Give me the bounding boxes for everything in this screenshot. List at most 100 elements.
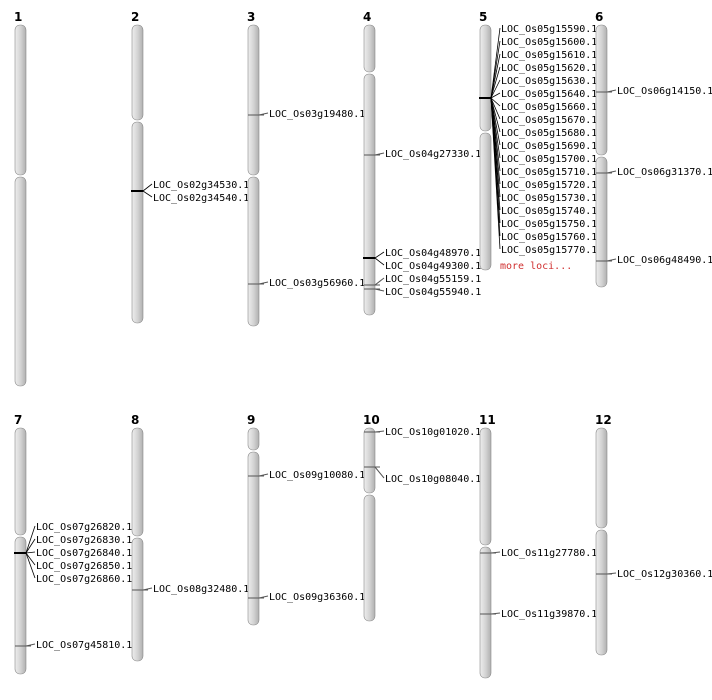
locus-connector: [606, 258, 617, 262]
locus-connector: [490, 551, 501, 554]
locus-label[interactable]: LOC_Os08g32480.1: [153, 584, 249, 595]
chromosome-arm-p[interactable]: [595, 24, 608, 156]
chromosome-arm-q[interactable]: [131, 121, 144, 324]
locus-connector: [25, 538, 36, 554]
locus-label[interactable]: LOC_Os05g15710.1: [501, 167, 597, 178]
chromosome-arm-q[interactable]: [363, 494, 376, 622]
chromosome-arm-q[interactable]: [595, 156, 608, 288]
more-loci-link[interactable]: more loci...: [500, 261, 572, 272]
locus-label[interactable]: LOC_Os05g15630.1: [501, 76, 597, 87]
chromosome-arm-q[interactable]: [131, 537, 144, 662]
chromosome-arm-p[interactable]: [131, 427, 144, 537]
locus-connector: [490, 97, 501, 120]
locus-connector: [374, 430, 385, 433]
locus-connector: [374, 257, 385, 266]
chromosome-arm-p[interactable]: [131, 24, 144, 121]
locus-label[interactable]: LOC_Os05g15750.1: [501, 219, 597, 230]
locus-connector: [374, 288, 385, 292]
locus-label[interactable]: LOC_Os05g15730.1: [501, 193, 597, 204]
chromosome-arm-q[interactable]: [247, 451, 260, 626]
locus-label[interactable]: LOC_Os05g15720.1: [501, 180, 597, 191]
locus-label[interactable]: LOC_Os09g36360.1: [269, 592, 365, 603]
locus-label[interactable]: LOC_Os05g15760.1: [501, 232, 597, 243]
chromosome-arm-p[interactable]: [363, 24, 376, 73]
locus-label[interactable]: LOC_Os05g15640.1: [501, 89, 597, 100]
locus-label[interactable]: LOC_Os05g15590.1: [501, 24, 597, 35]
chromosome-arm-p[interactable]: [247, 24, 260, 176]
locus-label[interactable]: LOC_Os05g15770.1: [501, 245, 597, 256]
chromosome-number-9: 9: [247, 413, 255, 427]
locus-label[interactable]: LOC_Os05g15670.1: [501, 115, 597, 126]
locus-connector: [606, 170, 617, 174]
locus-label[interactable]: LOC_Os05g15700.1: [501, 154, 597, 165]
locus-connector: [142, 183, 153, 192]
chromosome-arm-p[interactable]: [479, 427, 492, 546]
locus-connector: [606, 89, 617, 93]
chromosome-arm-p[interactable]: [595, 427, 608, 529]
locus-connector: [490, 97, 501, 107]
locus-label[interactable]: LOC_Os05g15600.1: [501, 37, 597, 48]
chromosome-number-5: 5: [479, 10, 487, 24]
locus-connector: [490, 97, 501, 133]
locus-label[interactable]: LOC_Os05g15660.1: [501, 102, 597, 113]
locus-label[interactable]: LOC_Os02g34530.1: [153, 180, 249, 191]
locus-connector: [25, 643, 36, 647]
locus-label[interactable]: LOC_Os12g30360.1: [617, 569, 712, 580]
locus-label[interactable]: LOC_Os05g15620.1: [501, 63, 597, 74]
locus-label[interactable]: LOC_Os07g26820.1: [36, 522, 132, 533]
locus-label[interactable]: LOC_Os03g56960.1: [269, 278, 365, 289]
locus-label[interactable]: LOC_Os04g55159.1: [385, 274, 481, 285]
locus-connector: [374, 277, 385, 286]
locus-label[interactable]: LOC_Os07g26840.1: [36, 548, 132, 559]
locus-label[interactable]: LOC_Os06g48490.1: [617, 255, 712, 266]
locus-label[interactable]: LOC_Os07g26830.1: [36, 535, 132, 546]
chromosome-arm-q[interactable]: [479, 546, 492, 679]
locus-label[interactable]: LOC_Os02g34540.1: [153, 193, 249, 204]
locus-label[interactable]: LOC_Os04g27330.1: [385, 149, 481, 160]
locus-label[interactable]: LOC_Os05g15740.1: [501, 206, 597, 217]
chromosome-arm-p[interactable]: [14, 427, 27, 536]
locus-label[interactable]: LOC_Os06g14150.1: [617, 86, 712, 97]
locus-connector: [490, 53, 501, 99]
locus-label[interactable]: LOC_Os04g49300.1: [385, 261, 481, 272]
chromosome-arm-p[interactable]: [14, 24, 27, 176]
locus-label[interactable]: LOC_Os07g26860.1: [36, 574, 132, 585]
locus-label[interactable]: LOC_Os10g01020.1: [385, 427, 481, 438]
locus-label[interactable]: LOC_Os09g10080.1: [269, 470, 365, 481]
chromosome-number-12: 12: [595, 413, 612, 427]
locus-label[interactable]: LOC_Os10g08040.1: [385, 474, 481, 485]
locus-label[interactable]: LOC_Os04g55940.1: [385, 287, 481, 298]
locus-label[interactable]: LOC_Os11g39870.1: [501, 609, 597, 620]
chromosome-arm-p[interactable]: [479, 24, 492, 132]
locus-label[interactable]: LOC_Os05g15610.1: [501, 50, 597, 61]
locus-label[interactable]: LOC_Os06g31370.1: [617, 167, 712, 178]
chromosome-number-6: 6: [595, 10, 603, 24]
locus-label[interactable]: LOC_Os11g27780.1: [501, 548, 597, 559]
locus-connector: [25, 552, 36, 566]
locus-label[interactable]: LOC_Os03g19480.1: [269, 109, 365, 120]
locus-connector: [374, 152, 385, 156]
locus-connector: [606, 572, 617, 575]
chromosome-arm-q[interactable]: [247, 176, 260, 327]
chromosome-arm-p[interactable]: [363, 427, 376, 494]
locus-label[interactable]: LOC_Os07g26850.1: [36, 561, 132, 572]
chromosome-arm-q[interactable]: [595, 529, 608, 656]
locus-connector: [490, 612, 501, 615]
locus-label[interactable]: LOC_Os05g15680.1: [501, 128, 597, 139]
chromosome-arm-q[interactable]: [363, 73, 376, 316]
chromosome-arm-q[interactable]: [479, 132, 492, 271]
locus-connector: [258, 595, 269, 599]
chromosome-number-3: 3: [247, 10, 255, 24]
locus-label[interactable]: LOC_Os05g15690.1: [501, 141, 597, 152]
chromosome-arm-p[interactable]: [247, 427, 260, 451]
chromosome-arm-q[interactable]: [14, 176, 27, 387]
locus-label[interactable]: LOC_Os07g45810.1: [36, 640, 132, 651]
locus-connector: [490, 79, 501, 99]
locus-label[interactable]: LOC_Os04g48970.1: [385, 248, 481, 259]
locus-connector: [490, 92, 501, 99]
chromosome-number-4: 4: [363, 10, 371, 24]
chromosome-arm-q[interactable]: [14, 536, 27, 675]
chromosome-number-11: 11: [479, 413, 496, 427]
